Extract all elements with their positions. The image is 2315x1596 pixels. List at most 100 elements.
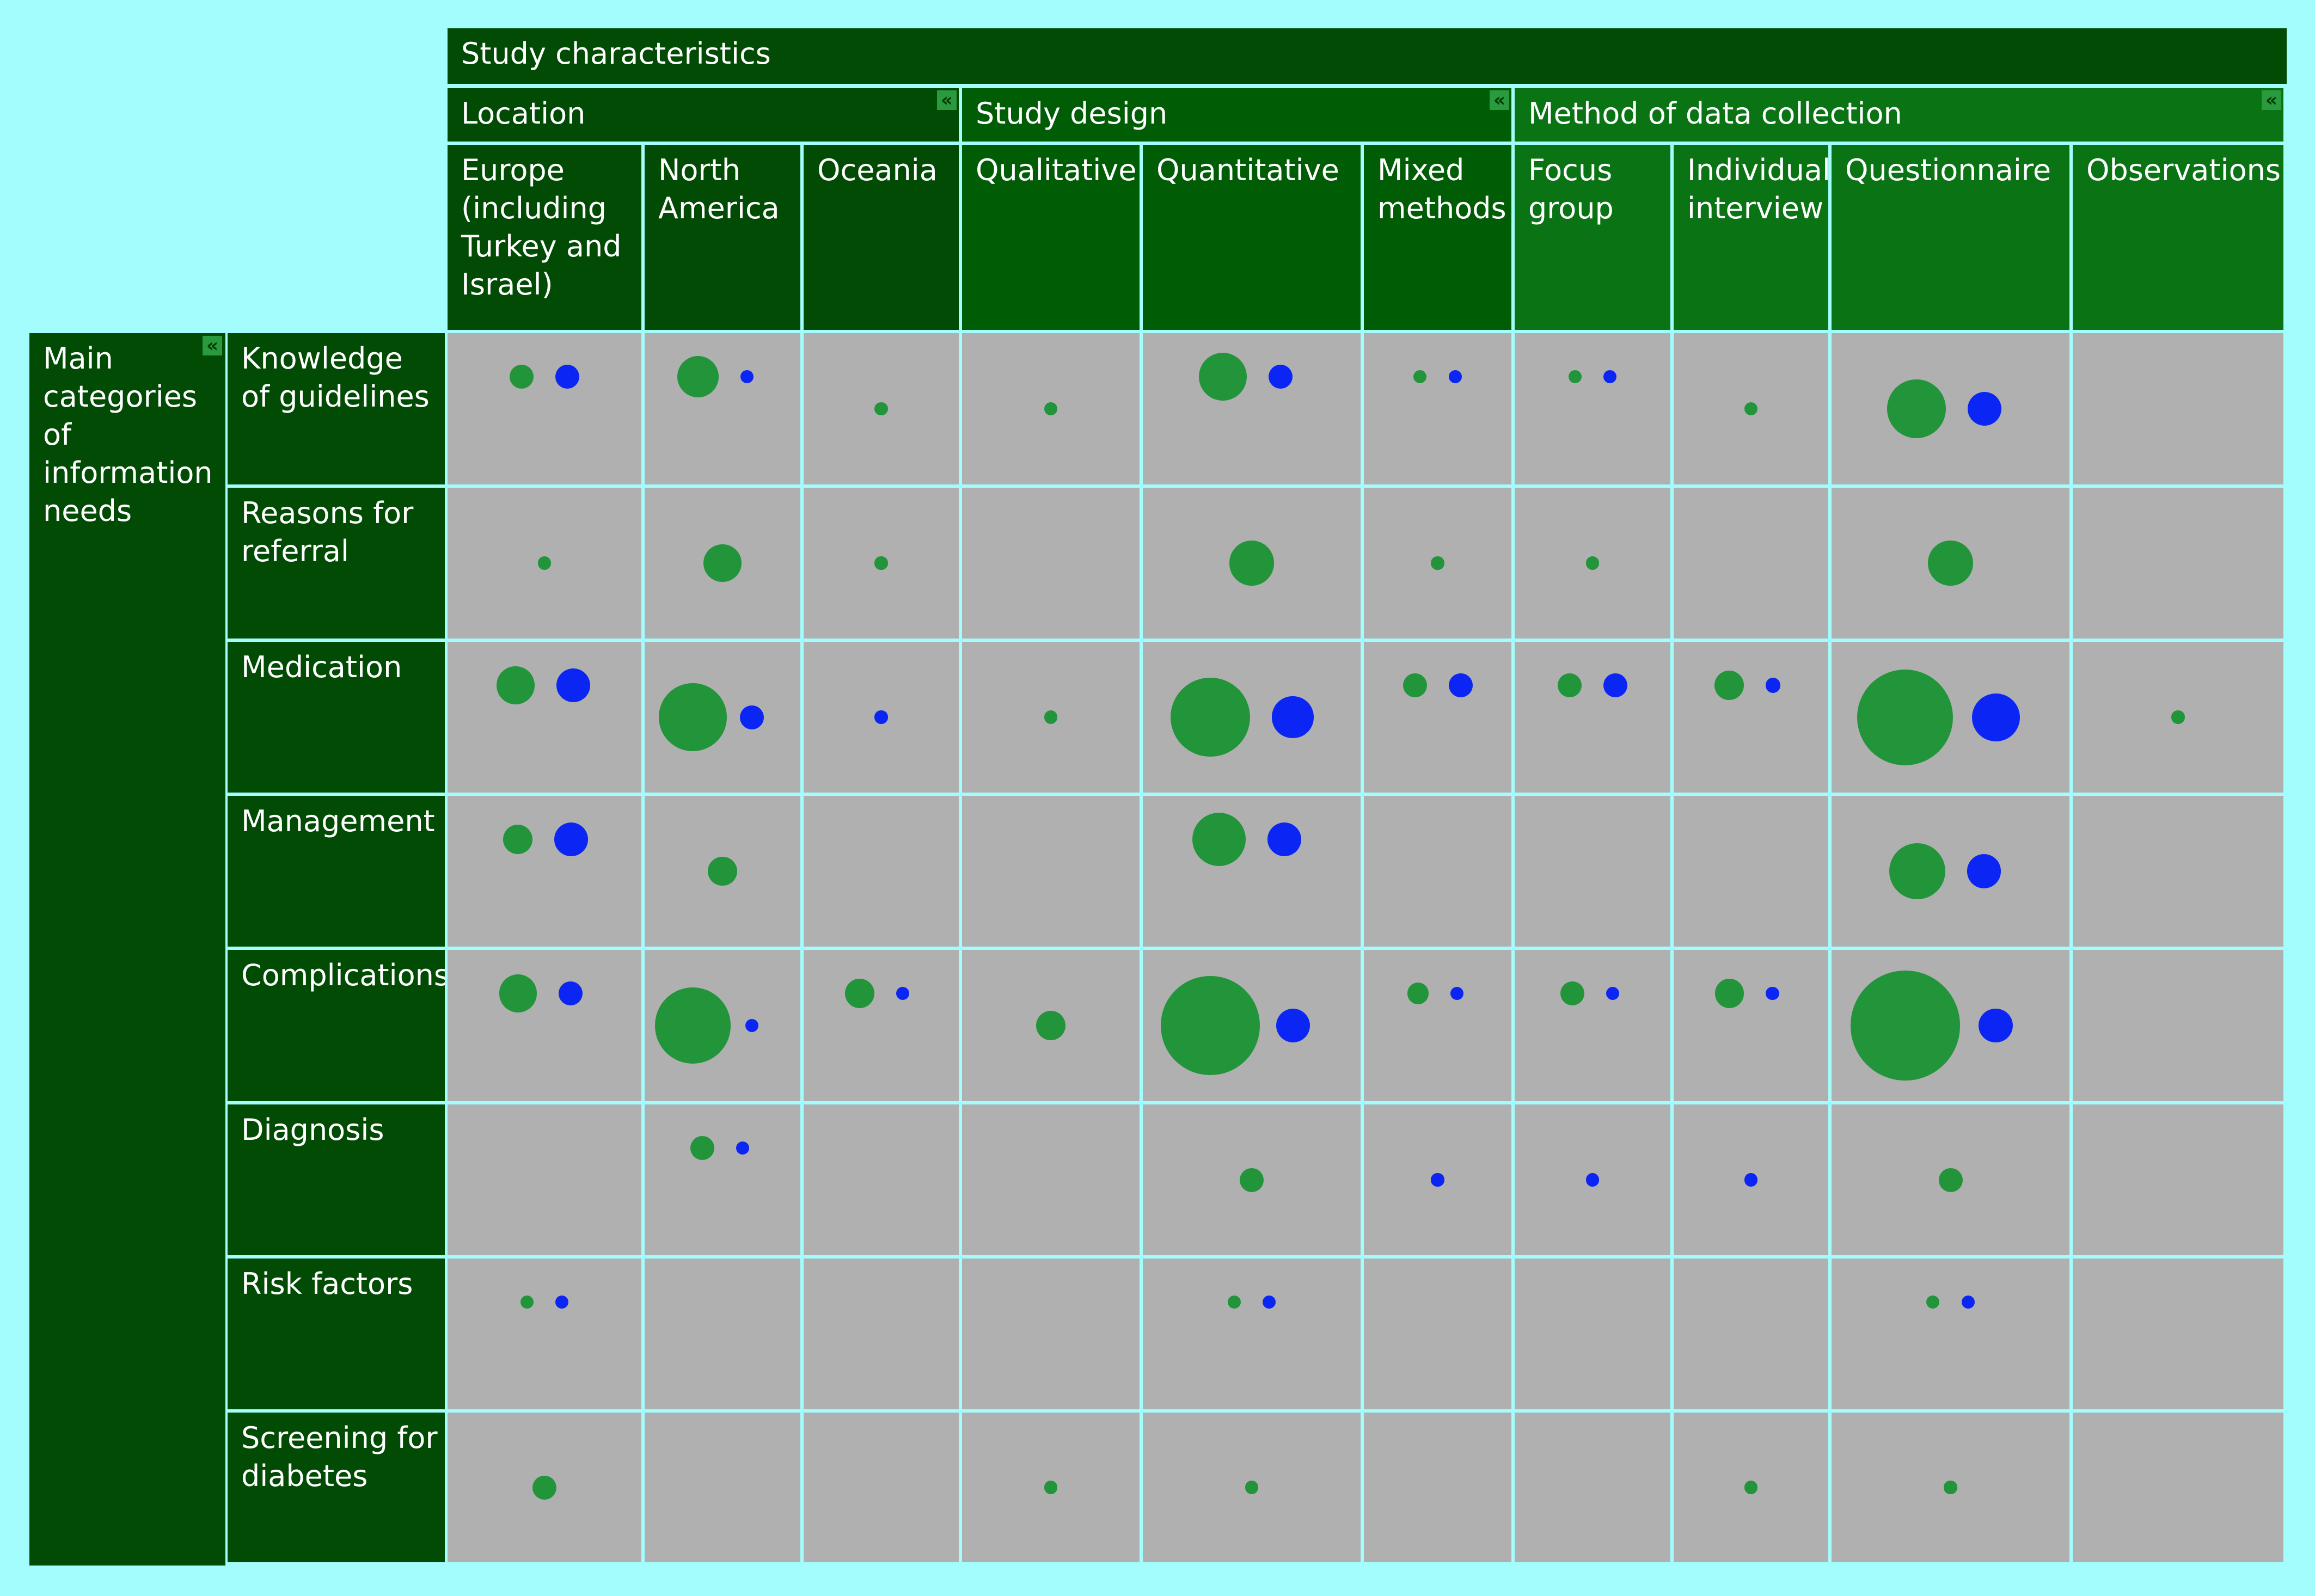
bubble-series-2 [1431,1173,1444,1187]
bubble-series-1 [1044,1481,1058,1494]
bubble-series-2 [559,981,583,1005]
matrix-cell [645,1104,800,1255]
bubble-series-1 [1036,1011,1065,1040]
bubble-series-1 [874,402,888,416]
bubble-series-1 [845,979,874,1008]
bubble-series-2 [1450,986,1464,1000]
bubble-series-1 [703,544,742,582]
bubble-series-2 [1606,986,1620,1000]
matrix-cell [1832,796,2069,947]
column-header: Questionnaire [1832,145,2069,330]
bubble-series-2 [736,1141,750,1155]
bubble-series-2 [1269,365,1293,389]
matrix-cell [2073,1259,2283,1409]
matrix-cell [804,1104,959,1255]
row-header: Risk factors [228,1259,445,1409]
matrix-cell [1832,1259,2069,1409]
column-header: Quantitative [1143,145,1361,330]
bubble-series-1 [1938,1168,1963,1192]
matrix-cell [804,1413,959,1562]
bubble-series-1 [1229,541,1275,586]
matrix-cell [1674,796,1828,947]
matrix-cell [1143,333,1361,484]
bubble-series-1 [708,856,737,886]
bubble-series-1 [1585,556,1600,570]
matrix-cell [2073,333,2283,484]
bubble-series-2 [1961,1295,1975,1309]
bubble-series-2 [1766,986,1779,1000]
matrix-cell [1515,1259,1670,1409]
bubble-series-1 [659,683,727,751]
matrix-cell [1364,1259,1511,1409]
row-header: Management [228,796,445,947]
bubble-series-1 [1240,1168,1264,1192]
bubble-series-1 [520,1295,534,1309]
matrix-cell [1364,1413,1511,1562]
column-header: Mixed methods [1364,145,1511,330]
matrix-cell [1515,333,1670,484]
bubble-series-1 [499,974,537,1012]
collapse-rows-icon[interactable]: « [203,336,222,355]
matrix-cell [1832,333,2069,484]
matrix-cell [1364,950,1511,1101]
bubble-series-2 [740,370,754,384]
group-header-1: Location [448,88,959,142]
bubble-series-1 [1171,677,1251,757]
matrix-cell [1515,796,1670,947]
bubble-series-2 [1448,370,1462,384]
matrix-cell [1364,333,1511,484]
bubble-series-2 [1967,854,2001,888]
bubble-series-1 [1926,1295,1940,1309]
bubble-series-2 [555,1295,569,1309]
matrix-cell [962,488,1140,639]
bubble-series-1 [1192,812,1246,867]
bubble-series-1 [1928,541,1973,586]
bubble-series-1 [1431,556,1444,570]
bubble-series-2 [1971,693,2020,741]
bubble-series-2 [740,705,764,729]
bubble-series-1 [655,987,731,1064]
collapse-columns-icon[interactable]: « [937,90,957,110]
bubble-series-2 [556,668,591,703]
matrix-cell [448,333,641,484]
bubble-series-1 [497,666,535,704]
bubble-series-2 [1276,1008,1310,1043]
bubble-series-1 [532,1475,556,1500]
bubble-series-2 [1967,391,2002,426]
bubble-series-1 [1044,710,1058,724]
row-header: Reasons for referral [228,488,445,639]
collapse-columns-icon[interactable]: « [1490,90,1509,110]
bubble-series-2 [554,822,589,857]
collapse-columns-icon[interactable]: « [2262,90,2281,110]
matrix-cell [1674,488,1828,639]
matrix-cell [804,796,959,947]
bubble-series-1 [1714,671,1744,700]
bubble-series-1 [1161,976,1260,1075]
matrix-cell [1515,950,1670,1101]
row-header: Knowledge of guidelines [228,333,445,484]
study-characteristics-header: Study characteristics [448,28,2287,84]
column-header: Oceania [804,145,959,330]
column-header: Focus group [1515,145,1670,330]
matrix-cell [1364,642,1511,793]
bubble-series-2 [874,710,888,724]
bubble-series-1 [1744,1481,1758,1494]
matrix-cell [1364,796,1511,947]
matrix-cell [1674,642,1828,793]
bubble-series-2 [1267,822,1302,857]
matrix-cell [962,1104,1140,1255]
bubble-series-1 [690,1136,714,1160]
matrix-cell [1143,1259,1361,1409]
matrix-cell [2073,488,2283,639]
bubble-series-1 [1850,971,1961,1081]
matrix-cell [448,1259,641,1409]
bubble-series-2 [1765,678,1781,693]
matrix-cell [448,1104,641,1255]
bubble-series-1 [1227,1295,1241,1309]
group-header-2: Study design [962,88,1511,142]
bubble-series-1 [1044,402,1058,416]
row-header: Medication [228,642,445,793]
main-categories-header: Main categories of information needs [29,333,225,1566]
bubble-series-1 [1560,981,1584,1005]
